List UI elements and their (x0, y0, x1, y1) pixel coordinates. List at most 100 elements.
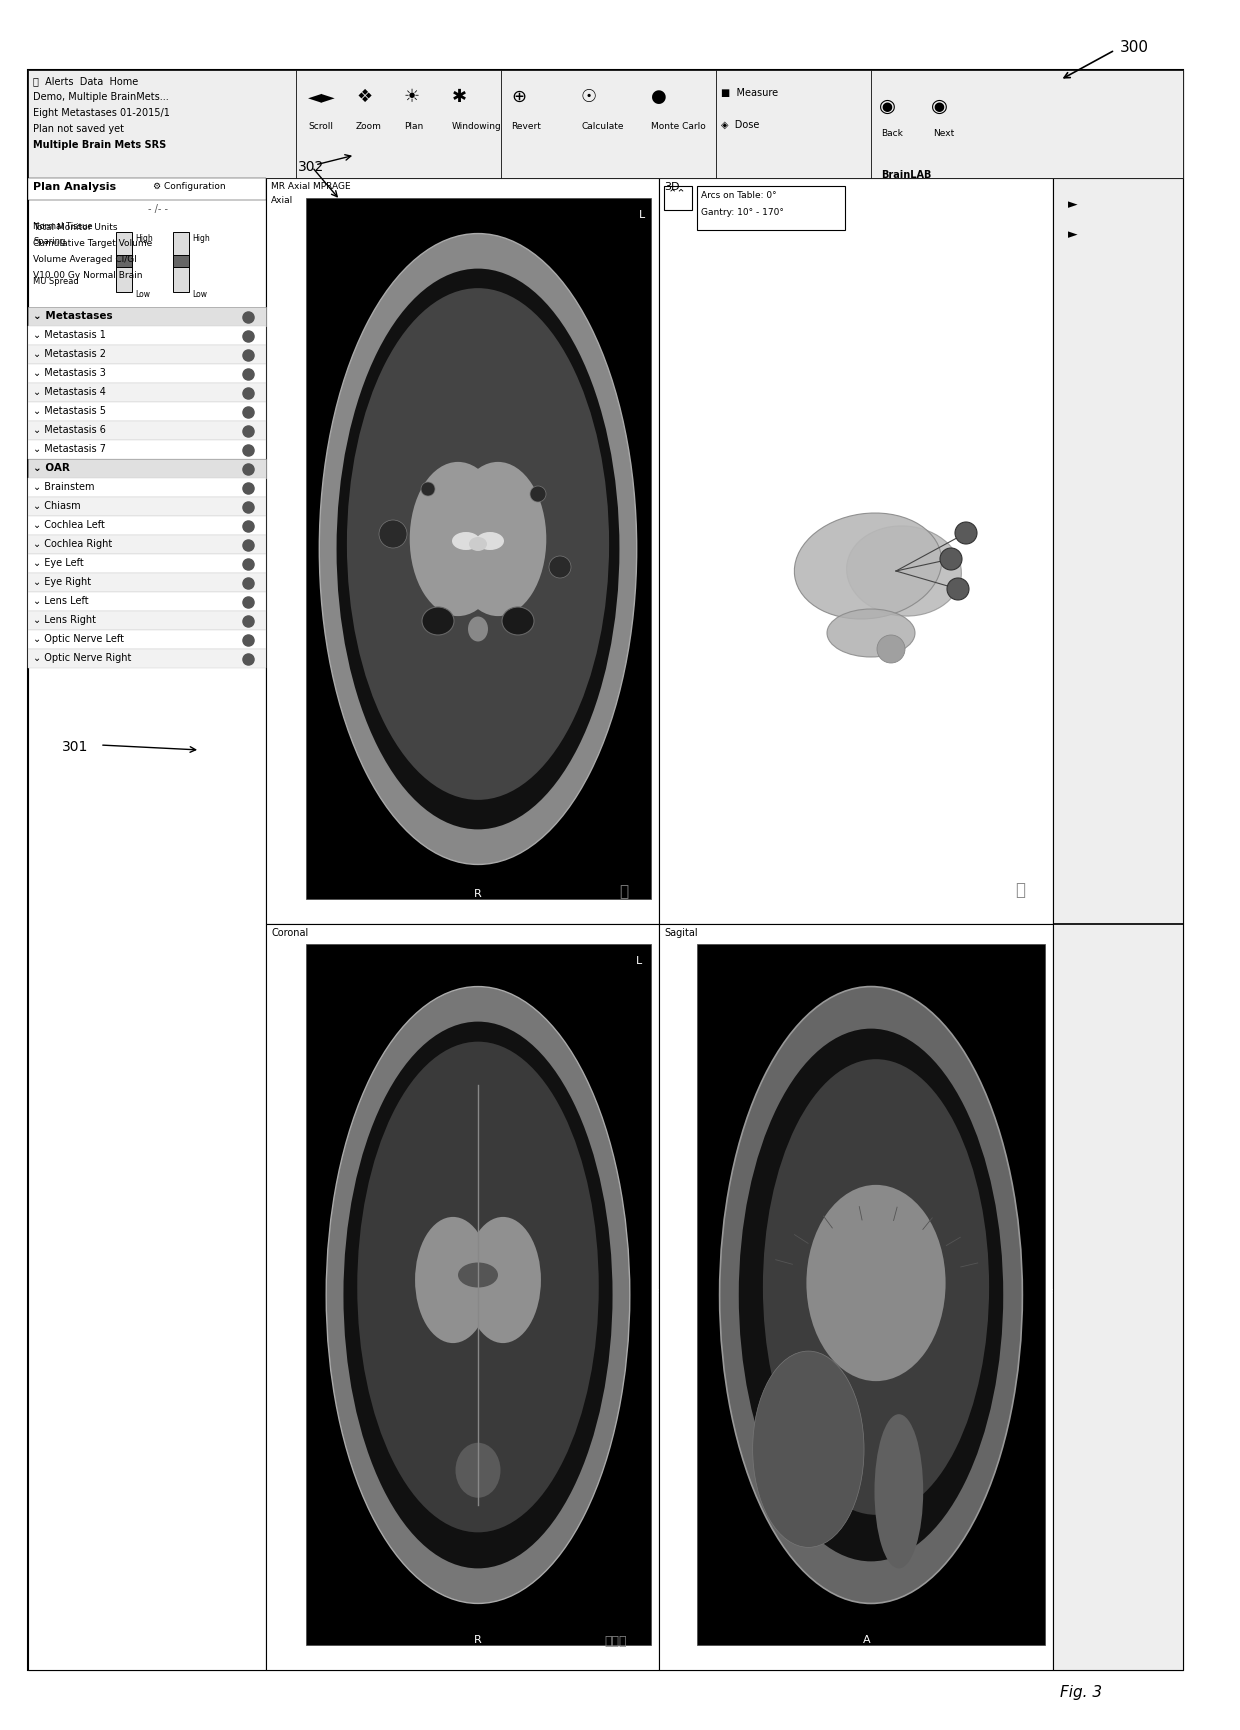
Ellipse shape (409, 462, 506, 616)
Text: High: High (135, 234, 153, 242)
Circle shape (434, 611, 453, 628)
Text: Eight Metastases 01-2015/1: Eight Metastases 01-2015/1 (33, 107, 170, 118)
Text: - /- -: - /- - (148, 204, 167, 215)
Text: A: A (863, 1635, 870, 1645)
Circle shape (940, 548, 962, 569)
Ellipse shape (874, 1413, 924, 1569)
Text: Demo, Multiple BrainMets...: Demo, Multiple BrainMets... (33, 92, 169, 102)
Text: ⛹: ⛹ (1016, 881, 1025, 900)
Text: ⌄ OAR: ⌄ OAR (33, 464, 69, 472)
Bar (29, 420, 267, 439)
Bar (29, 592, 267, 611)
Ellipse shape (319, 234, 636, 865)
Text: Sparing: Sparing (33, 237, 66, 246)
Bar (29, 611, 267, 630)
Text: 302: 302 (298, 159, 324, 175)
Text: MR Axial MPRAGE: MR Axial MPRAGE (272, 182, 351, 190)
Bar (1053, 178, 1183, 1669)
Text: R: R (474, 1635, 482, 1645)
Text: ⌄ Eye Right: ⌄ Eye Right (33, 578, 91, 586)
Ellipse shape (450, 462, 547, 616)
Bar (29, 554, 267, 573)
Text: ☉: ☉ (582, 88, 598, 106)
Circle shape (955, 522, 977, 543)
Text: ⌄ Metastasis 6: ⌄ Metastasis 6 (33, 426, 105, 434)
Text: BrainLAB: BrainLAB (880, 170, 931, 180)
Text: H: H (667, 1289, 676, 1299)
Text: ⓘ  Alerts  Data  Home: ⓘ Alerts Data Home (33, 76, 138, 86)
Bar (117, 254, 131, 266)
Text: ►: ► (1068, 228, 1078, 240)
Bar (306, 197, 651, 900)
Text: Plan Analysis: Plan Analysis (33, 182, 117, 192)
Circle shape (379, 521, 407, 548)
Ellipse shape (739, 1029, 1003, 1562)
Bar (29, 477, 267, 497)
Text: 300: 300 (1120, 40, 1149, 55)
Text: Scroll: Scroll (308, 123, 334, 131)
Ellipse shape (336, 268, 620, 829)
Ellipse shape (465, 1216, 541, 1342)
Text: Volume Averaged CI/GI: Volume Averaged CI/GI (33, 254, 136, 265)
Bar (29, 306, 267, 325)
Bar (29, 458, 267, 477)
Text: ⌄ Cochlea Left: ⌄ Cochlea Left (33, 521, 105, 529)
Bar (715, 69, 870, 178)
Ellipse shape (326, 986, 630, 1604)
Text: ⊕: ⊕ (511, 88, 526, 106)
Bar (174, 254, 188, 266)
Ellipse shape (806, 1185, 946, 1381)
Text: ⛹⛹⛹: ⛹⛹⛹ (604, 1635, 626, 1649)
Ellipse shape (343, 1022, 613, 1569)
Bar (296, 69, 501, 178)
Bar (29, 178, 267, 1669)
Text: ⌄ Metastasis 2: ⌄ Metastasis 2 (33, 349, 105, 360)
Text: ⌄ Metastasis 1: ⌄ Metastasis 1 (33, 330, 105, 341)
Text: ⌄ Lens Left: ⌄ Lens Left (33, 597, 88, 605)
Text: Low: Low (135, 291, 150, 299)
Bar (29, 439, 267, 458)
Text: ⌄ Eye Left: ⌄ Eye Left (33, 559, 84, 567)
Text: L: L (639, 209, 645, 220)
Text: Zoom: Zoom (356, 123, 382, 131)
Text: ⌄ Optic Nerve Right: ⌄ Optic Nerve Right (33, 652, 131, 663)
Text: MU Spread: MU Spread (33, 277, 79, 285)
Text: ⌃⌃: ⌃⌃ (668, 189, 687, 197)
Ellipse shape (469, 536, 487, 550)
Bar (29, 69, 1183, 178)
Bar (174, 232, 188, 292)
Text: ⌄ Cochlea Right: ⌄ Cochlea Right (33, 540, 113, 548)
Ellipse shape (827, 609, 915, 657)
Text: ⌄ Metastasis 7: ⌄ Metastasis 7 (33, 445, 105, 453)
Bar (117, 232, 131, 292)
Text: F: F (653, 1289, 660, 1299)
Bar (29, 344, 267, 363)
Ellipse shape (455, 1443, 501, 1498)
Text: Plan not saved yet: Plan not saved yet (33, 125, 124, 133)
Bar (29, 497, 267, 516)
Text: ⌄ Metastasis 5: ⌄ Metastasis 5 (33, 407, 105, 415)
Text: H: H (274, 1289, 283, 1299)
Text: High: High (192, 234, 210, 242)
Text: ✱: ✱ (453, 88, 467, 106)
Text: Total Monitor Units: Total Monitor Units (33, 223, 118, 232)
Text: Multiple Brain Mets SRS: Multiple Brain Mets SRS (33, 140, 166, 151)
Text: ⌄ Brainstem: ⌄ Brainstem (33, 483, 94, 491)
Text: Windowing: Windowing (453, 123, 502, 131)
Text: Low: Low (192, 291, 207, 299)
Text: Coronal: Coronal (272, 927, 309, 938)
Ellipse shape (415, 1216, 491, 1342)
Ellipse shape (476, 533, 503, 550)
Circle shape (549, 555, 570, 578)
Bar (658, 178, 1053, 924)
Text: ■  Measure: ■ Measure (720, 88, 779, 99)
Bar (29, 516, 267, 535)
Text: Plan: Plan (404, 123, 423, 131)
Text: Normal Tissue: Normal Tissue (33, 221, 93, 232)
Text: Sagital: Sagital (663, 927, 698, 938)
Text: ⛹: ⛹ (619, 884, 629, 900)
Text: 301: 301 (62, 740, 88, 754)
Text: V10.00 Gy Normal Brain: V10.00 Gy Normal Brain (33, 272, 143, 280)
Bar (658, 924, 1053, 1669)
Text: Next: Next (932, 130, 955, 138)
